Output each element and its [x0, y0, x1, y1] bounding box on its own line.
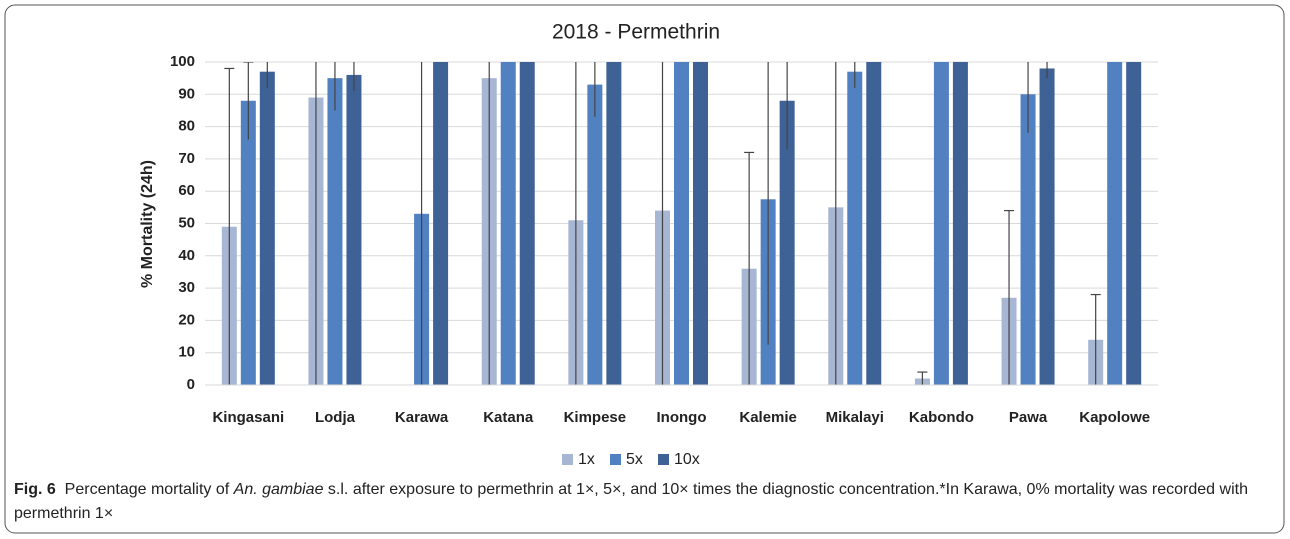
y-tick-label: 30 [178, 279, 195, 296]
caption-species: An. gambiae [233, 481, 324, 498]
y-tick-label: 0 [187, 376, 195, 393]
x-tick-label: Karawa [395, 409, 449, 426]
x-tick-label: Kalemie [739, 409, 797, 426]
bar [933, 62, 949, 385]
bar [952, 62, 968, 385]
y-tick-label: 70 [178, 150, 195, 167]
x-tick-label: Kapolowe [1079, 409, 1150, 426]
legend-label: 10x [674, 451, 700, 468]
y-tick-label: 90 [178, 85, 195, 102]
y-tick-label: 80 [178, 118, 195, 135]
bar [674, 62, 689, 385]
x-tick-label: Mikalayi [826, 409, 884, 426]
x-tick-label: Lodja [315, 409, 356, 426]
y-tick-label: 50 [178, 214, 195, 231]
y-axis-label: % Mortality (24h) [139, 160, 156, 288]
legend-label: 5x [626, 451, 643, 468]
x-tick-label: Kingasani [212, 409, 284, 426]
bar [847, 71, 863, 385]
legend-label: 1x [578, 451, 595, 468]
plot [221, 62, 1142, 385]
caption-label: Fig. 6 [14, 481, 56, 498]
bar [779, 100, 795, 385]
y-tick-label: 100 [170, 53, 195, 70]
x-tick-label: Kimpese [564, 409, 627, 426]
caption-text: Percentage mortality of [64, 481, 234, 498]
x-tick-label: Pawa [1009, 409, 1048, 426]
x-tick-label: Kabondo [909, 409, 974, 426]
x-tick-label: Inongo [657, 409, 707, 426]
bar [693, 62, 708, 385]
bar [240, 100, 256, 385]
bar [500, 62, 516, 385]
x-tick-label: Katana [483, 409, 534, 426]
y-tick-label: 60 [178, 182, 195, 199]
bar [587, 84, 603, 385]
bar [327, 78, 343, 385]
frame [4, 4, 1285, 534]
legend-swatch [562, 454, 573, 465]
y-tick-label: 40 [178, 247, 195, 264]
bar [1020, 94, 1036, 385]
y-tick-label: 20 [178, 311, 195, 328]
legend-swatch [658, 454, 669, 465]
bar [259, 71, 275, 385]
bar [519, 62, 535, 385]
legend-swatch [610, 454, 621, 465]
chart-title: 2018 - Permethrin [552, 21, 720, 44]
bar [1039, 68, 1055, 385]
bar [866, 62, 882, 385]
caption-text: s.l. after exposure to permethrin at 1×,… [14, 481, 1248, 522]
caption: Fig. 6 Percentage mortality of An. gambi… [14, 478, 1276, 526]
bar [1107, 62, 1123, 385]
y-tick-label: 10 [178, 344, 195, 361]
bar [606, 62, 622, 385]
bar [433, 62, 449, 385]
bar [346, 74, 362, 385]
bar [1126, 62, 1142, 385]
